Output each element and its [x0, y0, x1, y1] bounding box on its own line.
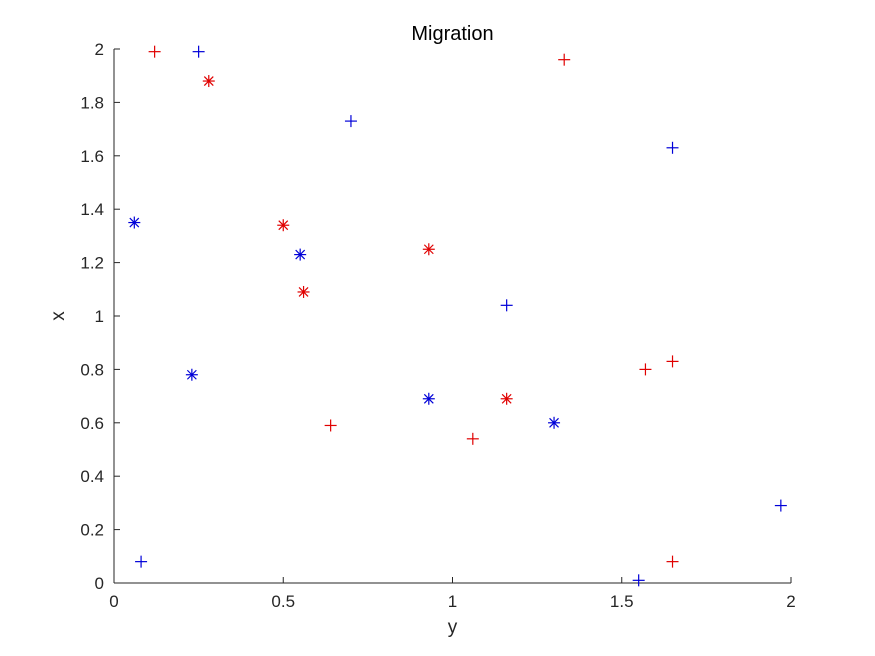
- x-tick-label: 2: [786, 592, 795, 611]
- plus-marker: [344, 115, 357, 128]
- x-tick-label: 1: [448, 592, 457, 611]
- plus-marker: [666, 555, 679, 568]
- asterisk-marker: [422, 243, 435, 256]
- plus-marker: [639, 363, 652, 376]
- plot-area: [114, 49, 791, 583]
- y-tick-label: 0.4: [80, 467, 104, 486]
- y-tick-label: 0: [95, 574, 104, 593]
- y-tick-label: 2: [95, 40, 104, 59]
- x-axis-label: y: [448, 617, 458, 638]
- y-tick-label: 1.2: [80, 254, 104, 273]
- y-tick-label: 0.6: [80, 414, 104, 433]
- asterisk-marker: [202, 75, 215, 88]
- chart-title: Migration: [411, 23, 493, 45]
- asterisk-marker: [277, 219, 290, 232]
- plus-marker: [666, 141, 679, 154]
- y-tick-label: 1.6: [80, 147, 104, 166]
- y-axis-label: x: [48, 311, 69, 321]
- x-tick-label: 0: [109, 592, 118, 611]
- y-tick-label: 1.4: [80, 200, 104, 219]
- y-tick-label: 1.8: [80, 93, 104, 112]
- data-markers: [128, 45, 787, 587]
- plus-marker: [500, 299, 513, 312]
- y-tick-label: 1: [95, 307, 104, 326]
- y-tick-label: 0.8: [80, 360, 104, 379]
- plus-marker: [558, 53, 571, 66]
- plus-marker: [774, 499, 787, 512]
- asterisk-marker: [297, 285, 310, 298]
- plus-marker: [135, 555, 148, 568]
- x-tick-label: 0.5: [271, 592, 295, 611]
- plus-marker: [324, 419, 337, 432]
- asterisk-marker: [422, 392, 435, 405]
- plus-marker: [666, 355, 679, 368]
- asterisk-marker: [294, 248, 307, 261]
- y-ticks: 0 0.2 0.4 0.6 0.8 1 1.2 1.4 1.6 1.8 2: [80, 40, 120, 593]
- x-ticks: 0 0.5 1 1.5 2: [109, 577, 796, 611]
- y-tick-label: 0.2: [80, 521, 104, 540]
- x-tick-label: 1.5: [610, 592, 634, 611]
- plus-marker: [466, 432, 479, 445]
- plus-marker: [632, 574, 645, 587]
- plus-marker: [148, 45, 161, 58]
- asterisk-marker: [548, 416, 561, 429]
- plus-marker: [192, 45, 205, 58]
- asterisk-marker: [500, 392, 513, 405]
- asterisk-marker: [128, 216, 141, 229]
- asterisk-marker: [185, 368, 198, 381]
